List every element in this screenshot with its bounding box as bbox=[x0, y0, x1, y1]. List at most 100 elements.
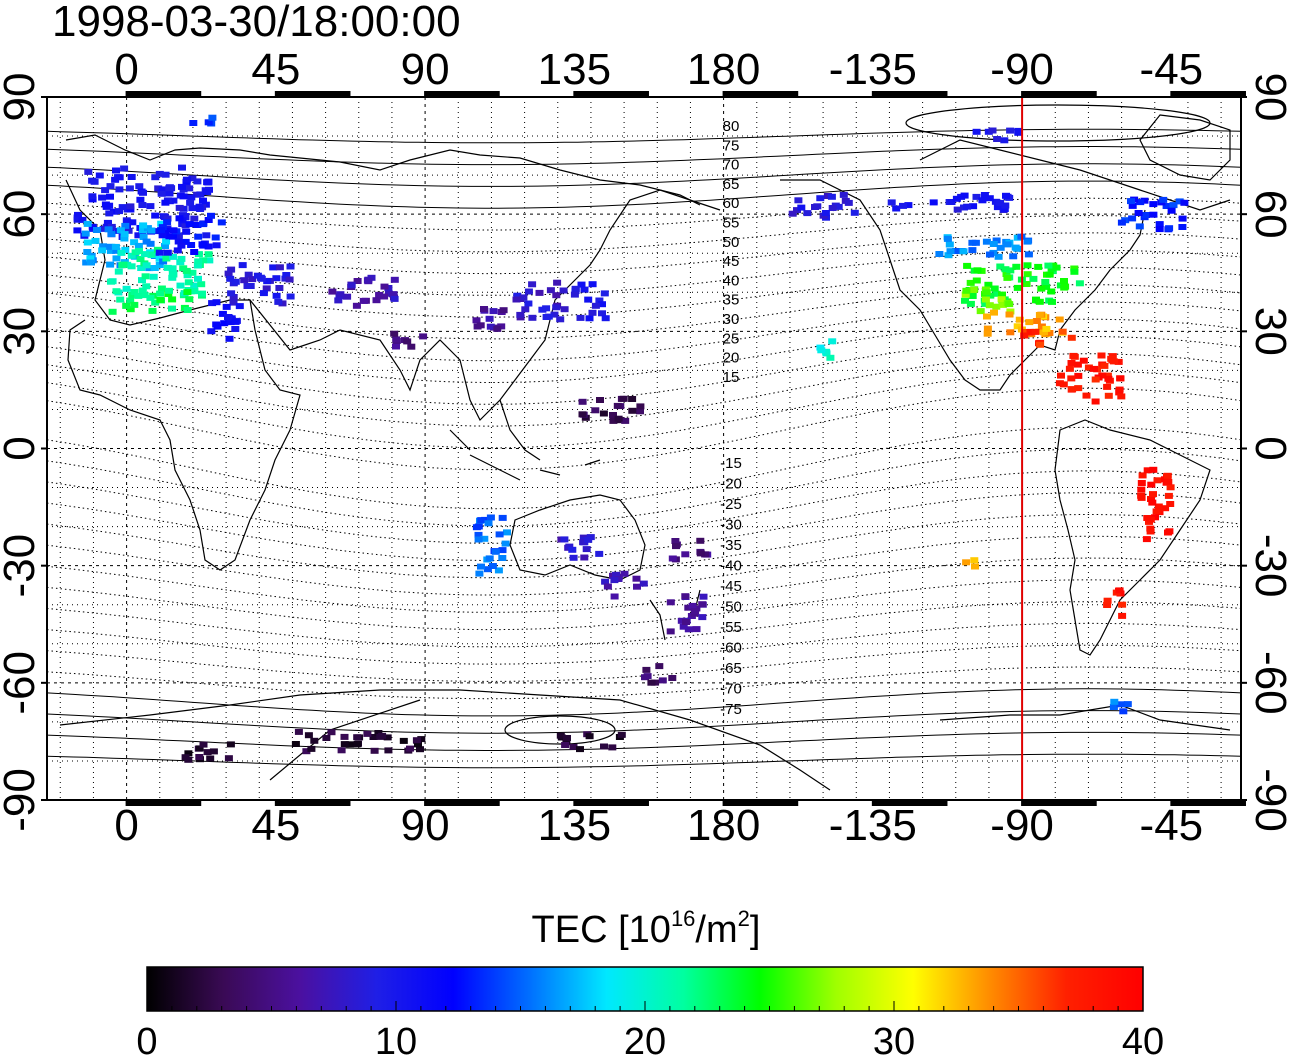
bottom-band bbox=[574, 800, 649, 806]
tec-pixel bbox=[168, 265, 177, 272]
tec-pixel bbox=[82, 259, 91, 266]
tec-pixel bbox=[1149, 211, 1158, 218]
tec-pixel bbox=[101, 187, 110, 194]
tec-pixel bbox=[199, 197, 207, 204]
tec-pixel bbox=[1178, 215, 1187, 222]
top-band bbox=[872, 91, 948, 97]
top-band bbox=[275, 91, 351, 97]
tec-pixel bbox=[1035, 312, 1044, 318]
tec-pixel bbox=[195, 745, 204, 752]
tec-pixel bbox=[229, 299, 238, 306]
tec-pixel bbox=[982, 289, 991, 296]
tec-pixel bbox=[1103, 372, 1112, 379]
tec-pixel bbox=[628, 407, 637, 414]
tec-pixel bbox=[997, 296, 1006, 303]
tec-pixel bbox=[104, 220, 112, 227]
tec-pixel bbox=[322, 735, 331, 741]
contour-label-south: -60 bbox=[720, 640, 742, 657]
tec-pixel bbox=[392, 336, 401, 343]
tec-pixel bbox=[165, 190, 174, 197]
tec-pixel bbox=[642, 666, 651, 673]
tec-pixel bbox=[577, 281, 586, 288]
tec-pixel bbox=[698, 614, 707, 621]
magnetic-contour bbox=[47, 249, 1241, 296]
top-band bbox=[126, 91, 202, 97]
tec-pixel bbox=[147, 251, 156, 258]
tec-pixel bbox=[682, 619, 690, 625]
tec-pixel bbox=[134, 242, 143, 249]
tec-pixel bbox=[947, 199, 956, 205]
tec-pixel bbox=[550, 311, 559, 318]
coast-asia bbox=[249, 189, 721, 461]
tec-pixel bbox=[596, 397, 604, 403]
tec-pixel bbox=[983, 325, 992, 332]
contour-label-south: -75 bbox=[720, 701, 742, 718]
tec-pixel bbox=[1135, 223, 1144, 230]
tec-pixel bbox=[512, 296, 521, 303]
tec-pixel bbox=[498, 514, 507, 521]
tec-pixel bbox=[231, 326, 240, 332]
right-lat-label: 30 bbox=[1246, 307, 1292, 356]
coast-europe-africa bbox=[65, 134, 701, 571]
coast-indonesia bbox=[449, 429, 601, 481]
bottom-lon-label: 90 bbox=[401, 801, 450, 850]
tec-pixel bbox=[380, 283, 389, 290]
tec-pixel bbox=[207, 212, 215, 219]
tec-pixel bbox=[953, 206, 962, 213]
tec-pixel bbox=[827, 193, 836, 200]
magnetic-contour bbox=[47, 688, 1241, 717]
tec-pixel bbox=[1169, 202, 1178, 209]
tec-pixel bbox=[991, 198, 1000, 205]
tec-pixel bbox=[998, 291, 1006, 298]
tec-pixel bbox=[203, 189, 212, 195]
tec-pixel bbox=[553, 279, 562, 286]
tec-pixel bbox=[963, 262, 972, 269]
tec-pixel bbox=[188, 205, 197, 212]
tec-pixel bbox=[1006, 267, 1015, 274]
tec-pixel bbox=[104, 226, 113, 233]
tec-pixel bbox=[158, 232, 167, 239]
tec-pixel bbox=[112, 167, 120, 174]
tec-pixel bbox=[352, 302, 361, 309]
tec-pixel bbox=[1137, 486, 1146, 493]
tec-pixel bbox=[195, 203, 204, 210]
tec-pixel bbox=[1149, 201, 1158, 208]
tec-pixel bbox=[1164, 478, 1173, 485]
tec-pixel bbox=[524, 288, 533, 295]
tec-pixel bbox=[90, 178, 99, 185]
tec-pixel bbox=[797, 204, 806, 211]
tec-pixel bbox=[1118, 601, 1127, 608]
tec-pixel bbox=[977, 267, 986, 274]
tec-pixel bbox=[116, 227, 125, 234]
tec-pixel bbox=[359, 297, 368, 304]
tec-pixel bbox=[263, 278, 272, 285]
tec-pixel bbox=[684, 604, 693, 611]
top-band bbox=[1022, 91, 1097, 97]
right-lat-label: 0 bbox=[1246, 436, 1292, 460]
tec-pixel bbox=[195, 754, 204, 760]
tec-pixel bbox=[1023, 238, 1032, 245]
tec-pixel bbox=[1143, 467, 1152, 474]
tec-pixel bbox=[135, 248, 143, 254]
tec-pixel bbox=[1034, 263, 1043, 270]
tec-pixel bbox=[208, 114, 217, 121]
tec-pixel bbox=[1037, 285, 1046, 292]
tec-pixel bbox=[1079, 357, 1088, 364]
contour-label-north: 55 bbox=[723, 215, 740, 232]
tec-pixel bbox=[193, 262, 202, 269]
tec-pixel bbox=[1108, 357, 1117, 364]
top-lon-label: -45 bbox=[1140, 45, 1204, 94]
tec-pixel bbox=[269, 264, 278, 271]
tec-pixel bbox=[1000, 137, 1009, 144]
tec-pixel bbox=[1047, 288, 1056, 295]
tec-pixel bbox=[173, 247, 182, 254]
tec-pixel bbox=[190, 215, 199, 222]
right-tick bbox=[1241, 447, 1247, 450]
tec-pixel bbox=[372, 297, 381, 304]
right-tick bbox=[1241, 213, 1247, 216]
magnetic-contour bbox=[47, 232, 1241, 275]
tec-pixel bbox=[1165, 528, 1174, 535]
tec-pixel bbox=[601, 578, 610, 585]
tec-pixel bbox=[1006, 127, 1015, 134]
tec-pixel bbox=[569, 743, 578, 750]
